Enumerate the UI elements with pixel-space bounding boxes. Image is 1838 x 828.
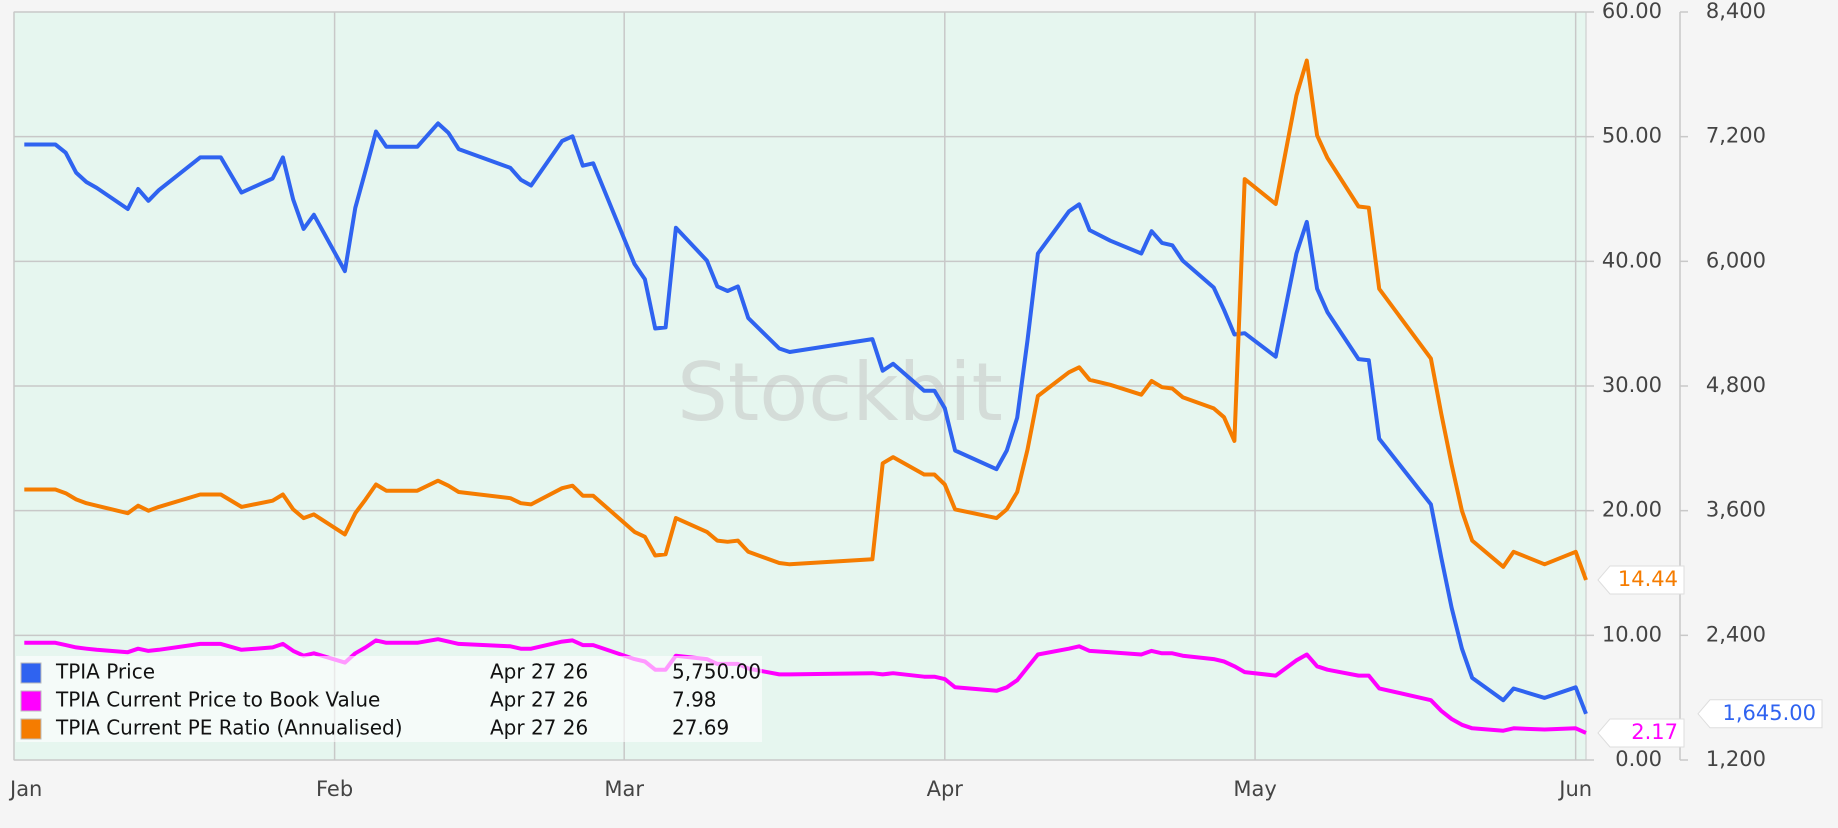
x-tick-label: Apr xyxy=(927,777,964,801)
legend-date: Apr 27 26 xyxy=(490,716,588,740)
y2-tick-label: 8,400 xyxy=(1706,0,1766,23)
end-label: 1,645.00 xyxy=(1722,701,1816,725)
legend-value: 27.69 xyxy=(672,716,729,740)
y-tick-label: 40.00 xyxy=(1602,248,1662,272)
series-line xyxy=(24,121,1588,715)
legend-date: Apr 27 26 xyxy=(490,688,588,712)
y-tick-label: 30.00 xyxy=(1602,373,1662,397)
legend-box xyxy=(16,656,762,742)
y-tick-label: 10.00 xyxy=(1602,622,1662,646)
legend-swatch xyxy=(20,718,42,740)
legend-value: 5,750.00 xyxy=(672,660,761,684)
legend-swatch xyxy=(20,690,42,712)
legend-date: Apr 27 26 xyxy=(490,660,588,684)
series-line xyxy=(24,58,1588,581)
legend-value: 7.98 xyxy=(672,688,717,712)
y2-tick-label: 7,200 xyxy=(1706,124,1766,148)
x-tick-label: Jun xyxy=(1557,777,1592,801)
legend-label: TPIA Current Price to Book Value xyxy=(55,688,380,712)
y2-tick-label: 6,000 xyxy=(1706,248,1766,272)
legend-label: TPIA Current PE Ratio (Annualised) xyxy=(55,716,403,740)
y-tick-label: 50.00 xyxy=(1602,124,1662,148)
watermark: Stockbit xyxy=(677,346,1003,439)
x-tick-label: Feb xyxy=(316,777,353,801)
legend-swatch xyxy=(20,662,42,684)
y2-tick-label: 3,600 xyxy=(1706,498,1766,522)
x-tick-label: May xyxy=(1233,777,1276,801)
series-line xyxy=(24,637,1587,735)
end-label-box xyxy=(1697,699,1823,729)
y2-tick-label: 1,200 xyxy=(1706,747,1766,771)
end-label: 14.44 xyxy=(1618,567,1678,591)
end-label: 2.17 xyxy=(1631,720,1678,744)
end-label-box xyxy=(1597,565,1685,595)
x-tick-label: Mar xyxy=(604,777,644,801)
x-tick-label: Jan xyxy=(8,777,42,801)
y-tick-label: 20.00 xyxy=(1602,498,1662,522)
end-label-box xyxy=(1597,718,1685,748)
y2-tick-label: 2,400 xyxy=(1706,622,1766,646)
y-tick-label: 60.00 xyxy=(1602,0,1662,23)
legend-label: TPIA Price xyxy=(55,660,155,684)
y2-tick-label: 4,800 xyxy=(1706,373,1766,397)
y-tick-label: 0.00 xyxy=(1615,747,1662,771)
